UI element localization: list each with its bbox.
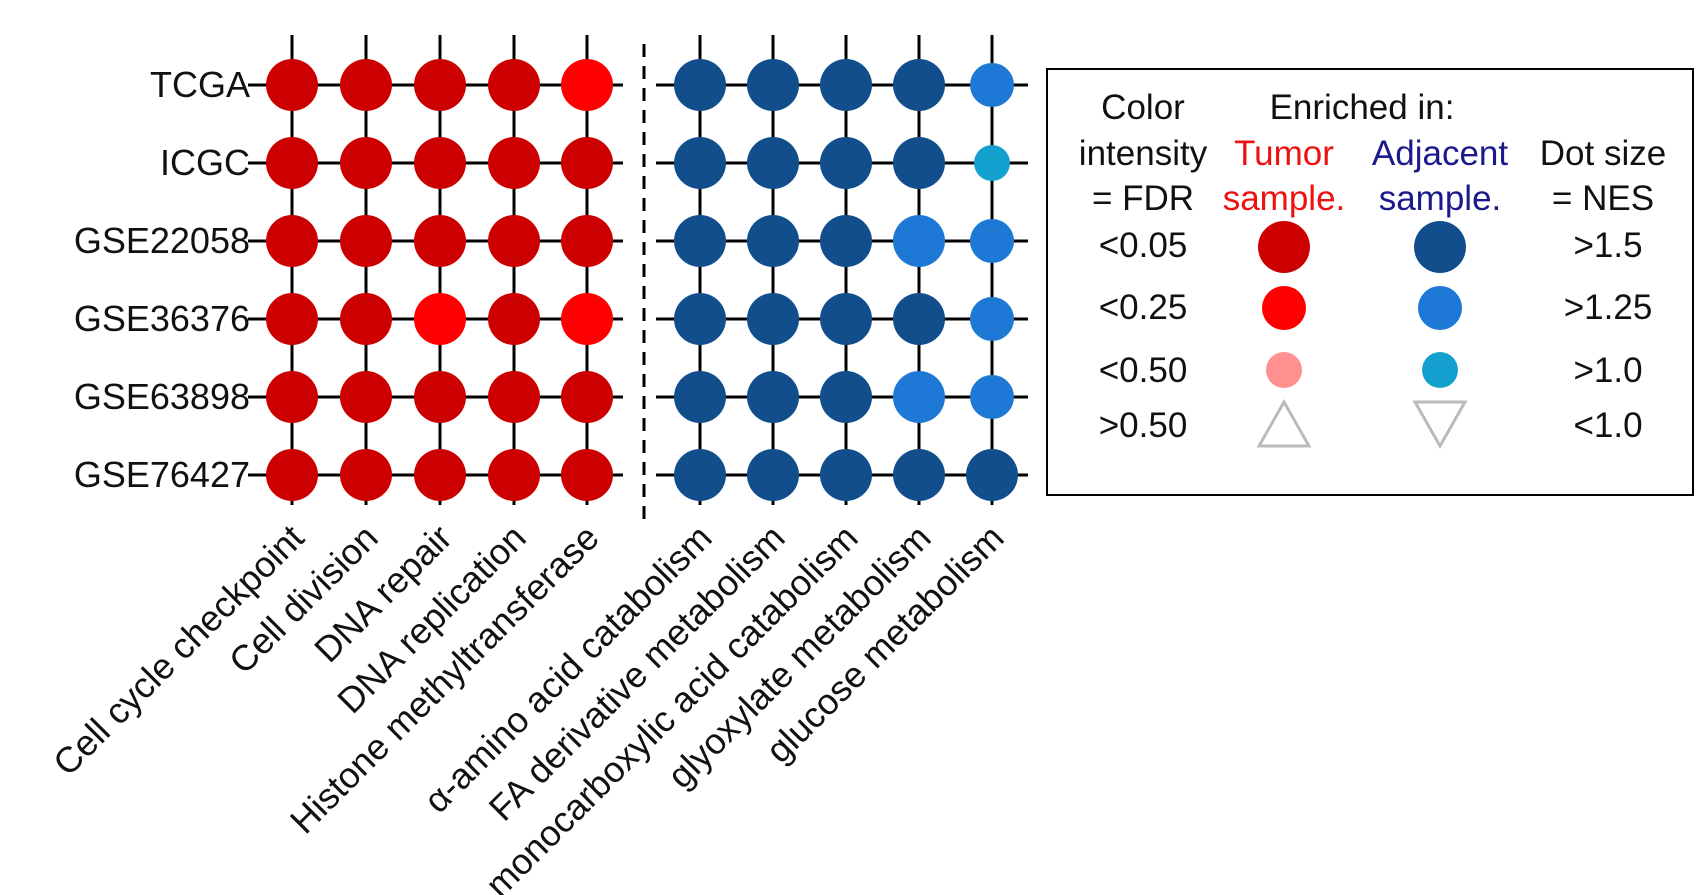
legend-fdr-label: >0.50 — [1098, 406, 1188, 445]
legend-color-header: = FDR — [1091, 179, 1195, 218]
dot-GSE76427-6 — [747, 449, 799, 501]
dot-GSE22058-1 — [340, 215, 392, 267]
legend-adjacent-label: Adjacent — [1371, 134, 1509, 173]
dot-ICGC-0 — [266, 137, 318, 189]
legend-tumor-label: Tumor — [1234, 134, 1334, 173]
dot-ICGC-7 — [820, 137, 872, 189]
dot-GSE63898-7 — [820, 371, 872, 423]
dot-GSE76427-3 — [488, 449, 540, 501]
legend-fdr-label: <0.25 — [1098, 288, 1188, 327]
legend-adjacent-dot — [1418, 286, 1462, 330]
dot-GSE36376-8 — [893, 293, 945, 345]
row-label: TCGA — [150, 64, 250, 105]
dot-GSE63898-8 — [893, 371, 945, 423]
dot-GSE63898-3 — [488, 371, 540, 423]
dot-GSE36376-1 — [340, 293, 392, 345]
legend-nes-label: >1.5 — [1573, 226, 1643, 265]
dot-GSE76427-5 — [674, 449, 726, 501]
dot-GSE22058-3 — [488, 215, 540, 267]
legend-adjacent-label: sample. — [1378, 179, 1502, 218]
dot-GSE36376-0 — [266, 293, 318, 345]
dot-GSE76427-0 — [266, 449, 318, 501]
dot-ICGC-4 — [561, 137, 613, 189]
dot-TCGA-6 — [747, 59, 799, 111]
dot-GSE76427-4 — [561, 449, 613, 501]
legend-color-header: Color — [1101, 88, 1185, 127]
dot-ICGC-1 — [340, 137, 392, 189]
dot-GSE36376-2 — [414, 293, 466, 345]
legend-fdr-label: <0.05 — [1098, 226, 1188, 265]
dot-GSE22058-8 — [893, 215, 945, 267]
row-label: GSE76427 — [74, 454, 250, 495]
legend-nes-label: >1.25 — [1563, 288, 1653, 327]
dot-ICGC-5 — [674, 137, 726, 189]
row-label: GSE22058 — [74, 220, 250, 261]
dot-GSE76427-7 — [820, 449, 872, 501]
legend-triangle-up-icon — [1256, 398, 1312, 448]
dot-TCGA-3 — [488, 59, 540, 111]
dot-TCGA-9 — [970, 63, 1014, 107]
legend-marks — [1256, 221, 1468, 450]
dot-TCGA-0 — [266, 59, 318, 111]
legend-tumor-dot — [1262, 286, 1306, 330]
legend-size-header: Dot size — [1539, 134, 1667, 173]
legend-triangle-down-icon — [1412, 400, 1468, 450]
dot-TCGA-4 — [561, 59, 613, 111]
dot-GSE63898-1 — [340, 371, 392, 423]
dot-GSE22058-7 — [820, 215, 872, 267]
dot-GSE22058-9 — [970, 219, 1014, 263]
legend-color-header: intensity — [1078, 134, 1208, 173]
dot-GSE22058-2 — [414, 215, 466, 267]
dot-GSE63898-2 — [414, 371, 466, 423]
dot-GSE76427-2 — [414, 449, 466, 501]
dot-GSE63898-4 — [561, 371, 613, 423]
dot-ICGC-8 — [893, 137, 945, 189]
legend-adjacent-dot — [1422, 352, 1458, 388]
dot-GSE36376-6 — [747, 293, 799, 345]
dot-GSE36376-9 — [970, 297, 1014, 341]
dot-TCGA-8 — [893, 59, 945, 111]
dot-GSE76427-1 — [340, 449, 392, 501]
dot-GSE36376-5 — [674, 293, 726, 345]
row-label: ICGC — [160, 142, 250, 183]
dot-GSE36376-3 — [488, 293, 540, 345]
legend-size-header: = NES — [1551, 179, 1655, 218]
dot-GSE63898-5 — [674, 371, 726, 423]
dot-GSE63898-9 — [970, 375, 1014, 419]
legend-fdr-label: <0.50 — [1098, 351, 1188, 390]
legend-tumor-dot — [1266, 352, 1302, 388]
row-label: GSE63898 — [74, 376, 250, 417]
legend-box: Color intensity = FDR Enriched in: Tumor… — [1046, 68, 1694, 496]
dot-TCGA-7 — [820, 59, 872, 111]
legend-tumor-dot — [1258, 221, 1310, 273]
dot-TCGA-5 — [674, 59, 726, 111]
dot-ICGC-2 — [414, 137, 466, 189]
row-labels: TCGA ICGC GSE22058 GSE36376 GSE63898 GSE76427 — [74, 64, 250, 495]
dot-ICGC-3 — [488, 137, 540, 189]
row-label: GSE36376 — [74, 298, 250, 339]
dot-TCGA-2 — [414, 59, 466, 111]
dot-GSE36376-7 — [820, 293, 872, 345]
dot-GSE63898-0 — [266, 371, 318, 423]
legend-enriched-header: Enriched in: — [1269, 88, 1455, 127]
column-label: FA derivative metabolism — [481, 517, 793, 829]
legend-nes-label: <1.0 — [1573, 406, 1643, 445]
dot-GSE22058-5 — [674, 215, 726, 267]
dots — [266, 59, 1018, 501]
dot-GSE63898-6 — [747, 371, 799, 423]
dot-TCGA-1 — [340, 59, 392, 111]
dot-GSE76427-8 — [893, 449, 945, 501]
dot-GSE76427-9 — [966, 449, 1018, 501]
legend-adjacent-dot — [1414, 221, 1466, 273]
legend-tumor-label: sample. — [1222, 179, 1346, 218]
dot-GSE22058-0 — [266, 215, 318, 267]
dot-ICGC-9 — [974, 145, 1010, 181]
dot-ICGC-6 — [747, 137, 799, 189]
dot-GSE36376-4 — [561, 293, 613, 345]
dot-GSE22058-4 — [561, 215, 613, 267]
dot-GSE22058-6 — [747, 215, 799, 267]
legend-nes-label: >1.0 — [1573, 351, 1643, 390]
